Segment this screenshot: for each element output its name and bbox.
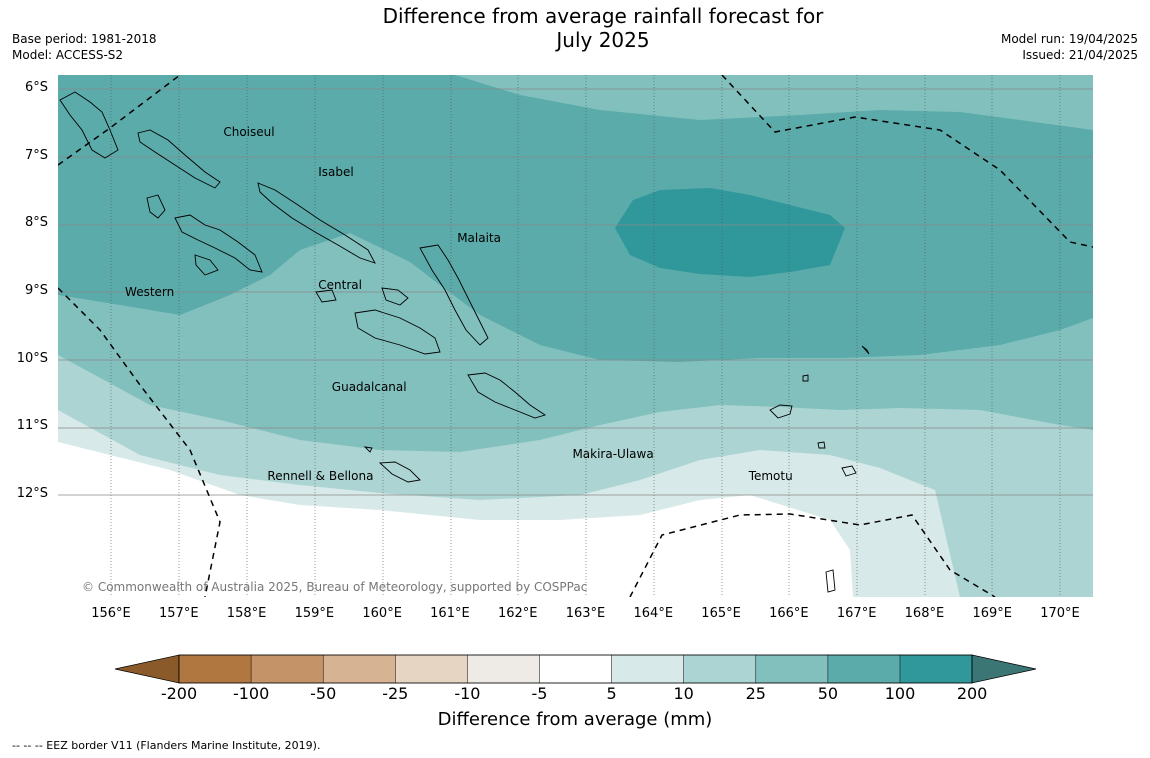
- base-period: Base period: 1981-2018: [12, 32, 157, 46]
- island-vella: [146, 194, 166, 219]
- rainfall-shading: [58, 75, 1093, 597]
- place-label: Isabel: [318, 164, 354, 179]
- longitude-label: 168°E: [904, 606, 945, 621]
- longitude-label: 169°E: [972, 606, 1012, 621]
- island-rennell: [378, 461, 421, 483]
- colorbar-cell: [539, 654, 613, 684]
- gridlines: [58, 75, 1093, 597]
- colorbar-tick-label: -100: [232, 684, 270, 703]
- colorbar-cell: [395, 654, 469, 684]
- colorbar-high-extend: [971, 654, 1037, 684]
- colorbar-cell: [467, 654, 541, 684]
- place-label: Malaita: [457, 230, 501, 245]
- coastlines: [59, 91, 870, 593]
- longitude-label: 163°E: [565, 606, 606, 621]
- island-bougainville-tip: [59, 91, 119, 159]
- issued-date: Issued: 21/04/2025: [1022, 48, 1138, 62]
- colorbar-tick-label: 200: [956, 684, 988, 703]
- place-label: Guadalcanal: [331, 379, 407, 394]
- colorbar-cell: [178, 654, 252, 684]
- longitude-label: 157°E: [159, 606, 199, 621]
- place-label: Central: [318, 278, 362, 293]
- colorbar-tick-label: -25: [382, 684, 409, 703]
- colorbar-low-extend: [114, 654, 180, 684]
- colorbar-tick-label: 10: [673, 684, 694, 703]
- longitude-label: 158°E: [226, 606, 267, 621]
- band-100-200: [615, 188, 845, 277]
- island-isabel: [257, 182, 376, 264]
- colorbar-cell: [611, 654, 685, 684]
- colorbar-cell: [755, 654, 829, 684]
- colorbar-cell: [899, 654, 973, 684]
- island-tikopia: [825, 569, 836, 593]
- longitude-label: 156°E: [91, 606, 131, 621]
- island-guadalcanal: [354, 309, 441, 355]
- island-malaita: [419, 244, 489, 346]
- place-label: Choiseul: [223, 124, 275, 139]
- longitude-label: 167°E: [836, 606, 877, 621]
- longitude-label: 166°E: [769, 606, 809, 621]
- map-title-line2: July 2025: [556, 28, 650, 52]
- island-new-georgia: [174, 214, 263, 273]
- longitude-label: 165°E: [701, 606, 741, 621]
- longitude-label: 162°E: [497, 606, 538, 621]
- longitude-label: 170°E: [1040, 606, 1080, 621]
- island-russell: [381, 287, 409, 306]
- model-name: Model: ACCESS-S2: [12, 48, 124, 62]
- latitude-label: 12°S: [16, 486, 48, 501]
- colorbar-tick-label: 50: [817, 684, 839, 703]
- model-run: Model run: 19/04/2025: [1000, 32, 1138, 46]
- eez-border: [58, 75, 1093, 597]
- island-santa-cruz: [769, 404, 793, 419]
- latitude-label: 6°S: [24, 80, 48, 95]
- longitude-label: 160°E: [362, 606, 402, 621]
- island-sikaiana: [861, 345, 870, 355]
- colorbar-tick-label: 100: [884, 684, 916, 703]
- island-utupua: [817, 441, 826, 449]
- island-rendova: [194, 254, 219, 276]
- place-label: Temotu: [748, 469, 793, 484]
- place-label: Rennell & Bellona: [267, 469, 374, 484]
- colorbar-cell: [683, 654, 757, 684]
- latitude-label: 9°S: [24, 283, 48, 298]
- colorbar-title: Difference from average (mm): [437, 709, 713, 730]
- place-label: Western: [125, 285, 175, 299]
- colorbar-cell: [250, 654, 324, 684]
- meta-left: Base period: 1981-2018 Model: ACCESS-S2: [12, 31, 157, 63]
- place-label: Makira-Ulawa: [572, 447, 654, 462]
- colorbar-tick-label: -200: [160, 684, 198, 703]
- island-makira: [467, 372, 547, 419]
- island-choiseul: [137, 129, 221, 189]
- island-reef: [802, 374, 809, 382]
- colorbar-tick-label: -10: [454, 684, 481, 703]
- colorbar-cell: [322, 654, 397, 684]
- meta-right: Model run: 19/04/2025 Issued: 21/04/2025: [1001, 31, 1138, 63]
- colorbar-cell: [827, 654, 901, 684]
- colorbar-tick-label: -50: [310, 684, 337, 703]
- longitude-label: 161°E: [430, 606, 470, 621]
- colorbar-tick-label: -5: [531, 684, 548, 703]
- island-ngella: [315, 289, 337, 303]
- longitude-label: 164°E: [633, 606, 674, 621]
- colorbar: [114, 654, 1037, 684]
- colorbar-tick-label: 5: [606, 684, 617, 703]
- eez-legend-note: -- -- -- EEZ border V11 (Flanders Marine…: [12, 739, 321, 752]
- band-50-100: [58, 75, 1093, 362]
- latitude-label: 7°S: [24, 147, 48, 163]
- longitude-label: 159°E: [294, 606, 335, 621]
- copyright: © Commonwealth of Australia 2025, Bureau…: [82, 580, 588, 594]
- map-title-line1: Difference from average rainfall forecas…: [382, 4, 824, 28]
- colorbar-tick-label: 25: [745, 684, 766, 703]
- latitude-label: 8°S: [24, 215, 48, 231]
- latitude-label: 11°S: [16, 418, 48, 434]
- island-bellona: [363, 446, 373, 453]
- island-vanikoro: [841, 465, 857, 477]
- latitude-label: 10°S: [16, 350, 48, 366]
